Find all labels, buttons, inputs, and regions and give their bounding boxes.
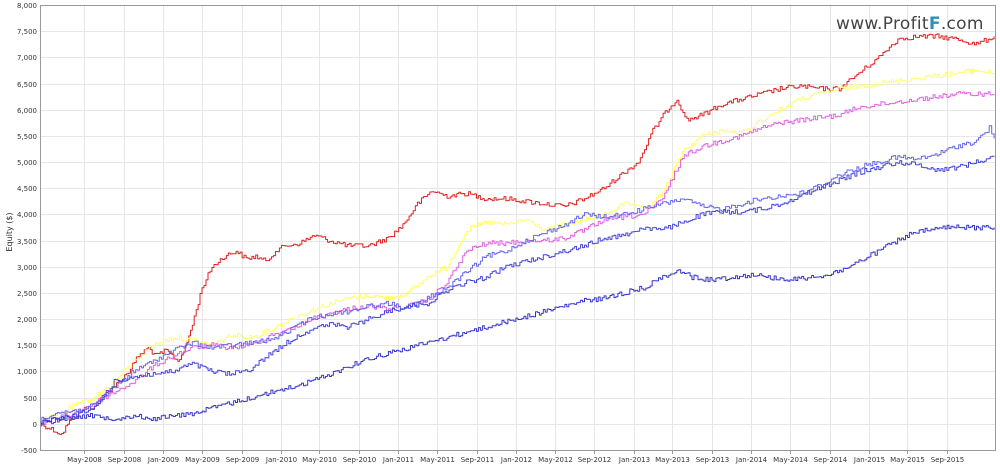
series-lines xyxy=(40,33,995,435)
y-tick-label: 500 xyxy=(24,395,37,403)
x-tick-label: Sep-2013 xyxy=(696,456,730,464)
y-tick-label: 4,000 xyxy=(17,211,37,219)
watermark-suffix: .com xyxy=(940,14,984,34)
series-line-5 xyxy=(40,155,995,427)
x-tick-label: Jan-2010 xyxy=(265,456,297,464)
x-tick-label: Sep-2010 xyxy=(343,456,377,464)
y-tick-label: 6,000 xyxy=(17,107,37,115)
x-tick-label: May-2013 xyxy=(655,456,690,464)
y-tick-label: -500 xyxy=(21,447,37,455)
watermark-logo: www.ProfitF.com xyxy=(836,14,984,34)
y-tick-label: 2,500 xyxy=(17,290,37,298)
series-line-2 xyxy=(40,68,995,423)
y-tick-label: 7,000 xyxy=(17,54,37,62)
x-tick-label: Sep-2009 xyxy=(226,456,260,464)
x-tick-label: Jan-2015 xyxy=(853,456,885,464)
watermark-accent: F xyxy=(928,14,941,34)
y-tick-label: 1,500 xyxy=(17,342,37,350)
watermark-prefix: www.Profit xyxy=(836,14,929,34)
x-tick-label: Sep-2008 xyxy=(108,456,142,464)
y-tick-label: 4,500 xyxy=(17,185,37,193)
y-axis-ticks: -500 0 500 1,000 1,500 2,000 2,500 3,000 3,500 4,… xyxy=(17,2,37,455)
y-tick-label: 1,000 xyxy=(17,368,37,376)
x-tick-label: May-2008 xyxy=(67,456,102,464)
x-tick-label: Jan-2009 xyxy=(147,456,179,464)
y-tick-label: 5,500 xyxy=(17,133,37,141)
series-line-4 xyxy=(40,125,995,420)
x-tick-label: Sep-2011 xyxy=(461,456,495,464)
plot-frame xyxy=(40,5,996,451)
x-tick-label: Sep-2012 xyxy=(578,456,612,464)
x-tick-label: May-2009 xyxy=(185,456,220,464)
y-tick-label: 3,500 xyxy=(17,238,37,246)
y-tick-label: 3,000 xyxy=(17,264,37,272)
x-tick-label: Jan-2012 xyxy=(500,456,532,464)
x-tick-label: Sep-2014 xyxy=(814,456,848,464)
y-tick-label: 2,000 xyxy=(17,316,37,324)
x-tick-label: May-2010 xyxy=(302,456,337,464)
series-line-6 xyxy=(40,224,995,425)
x-tick-label: Jan-2014 xyxy=(735,456,768,464)
axes xyxy=(40,5,996,451)
series-line-1 xyxy=(40,33,995,435)
y-tick-label: 6,500 xyxy=(17,81,37,89)
x-tick-label: Jan-2013 xyxy=(618,456,650,464)
x-tick-label: Jan-2011 xyxy=(382,456,414,464)
y-tick-label: 8,000 xyxy=(17,2,37,10)
x-axis-ticks: May-2008 Sep-2008 Jan-2009 May-2009 Sep-2009… xyxy=(67,450,964,464)
x-tick-label: May-2011 xyxy=(420,456,455,464)
y-axis-label: Equity ($) xyxy=(5,212,14,251)
y-tick-label: 0 xyxy=(33,421,37,429)
x-tick-label: May-2012 xyxy=(538,456,573,464)
x-tick-label: May-2014 xyxy=(773,456,808,464)
x-tick-label: Sep-2015 xyxy=(931,456,965,464)
x-tick-label: May-2015 xyxy=(890,456,925,464)
y-tick-label: 7,500 xyxy=(17,28,37,36)
y-tick-label: 5,000 xyxy=(17,159,37,167)
series-line-3 xyxy=(40,91,995,426)
grid-lines xyxy=(40,5,996,451)
